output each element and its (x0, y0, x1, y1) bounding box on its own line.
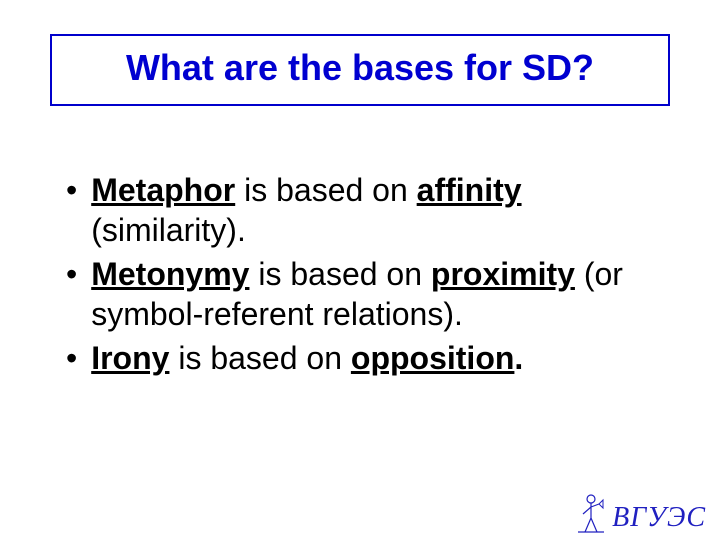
bullet-key-term: Metonymy (91, 256, 249, 292)
bullet-icon: • (66, 338, 77, 378)
bullet-text: Irony is based on opposition. (91, 338, 523, 378)
bullet-mid: is based on (235, 172, 416, 208)
slide: What are the bases for SD? • Metaphor is… (0, 0, 720, 540)
bullet-key-basis: proximity (431, 256, 575, 292)
bullet-text: Metaphor is based on affinity (similarit… (91, 170, 660, 250)
bullet-mid: is based on (169, 340, 350, 376)
bullet-post: (similarity). (91, 212, 246, 248)
bullet-text: Metonymy is based on proximity (or symbo… (91, 254, 660, 334)
bullet-key-term: Irony (91, 340, 169, 376)
bullet-key-basis: affinity (417, 172, 522, 208)
slide-title: What are the bases for SD? (62, 48, 658, 88)
bullet-mid: is based on (249, 256, 430, 292)
bullet-post: . (514, 340, 523, 376)
bullet-key-term: Metaphor (91, 172, 235, 208)
bullet-item: • Metonymy is based on proximity (or sym… (60, 254, 660, 334)
body-content: • Metaphor is based on affinity (similar… (60, 170, 660, 382)
bullet-icon: • (66, 254, 77, 294)
bullet-item: • Metaphor is based on affinity (similar… (60, 170, 660, 250)
logo-text: ВГУЭС (612, 502, 706, 534)
figure-icon (574, 492, 608, 534)
bullet-item: • Irony is based on opposition. (60, 338, 660, 378)
title-box: What are the bases for SD? (50, 34, 670, 106)
logo: ВГУЭС (574, 492, 706, 534)
bullet-key-basis: opposition (351, 340, 515, 376)
bullet-icon: • (66, 170, 77, 210)
